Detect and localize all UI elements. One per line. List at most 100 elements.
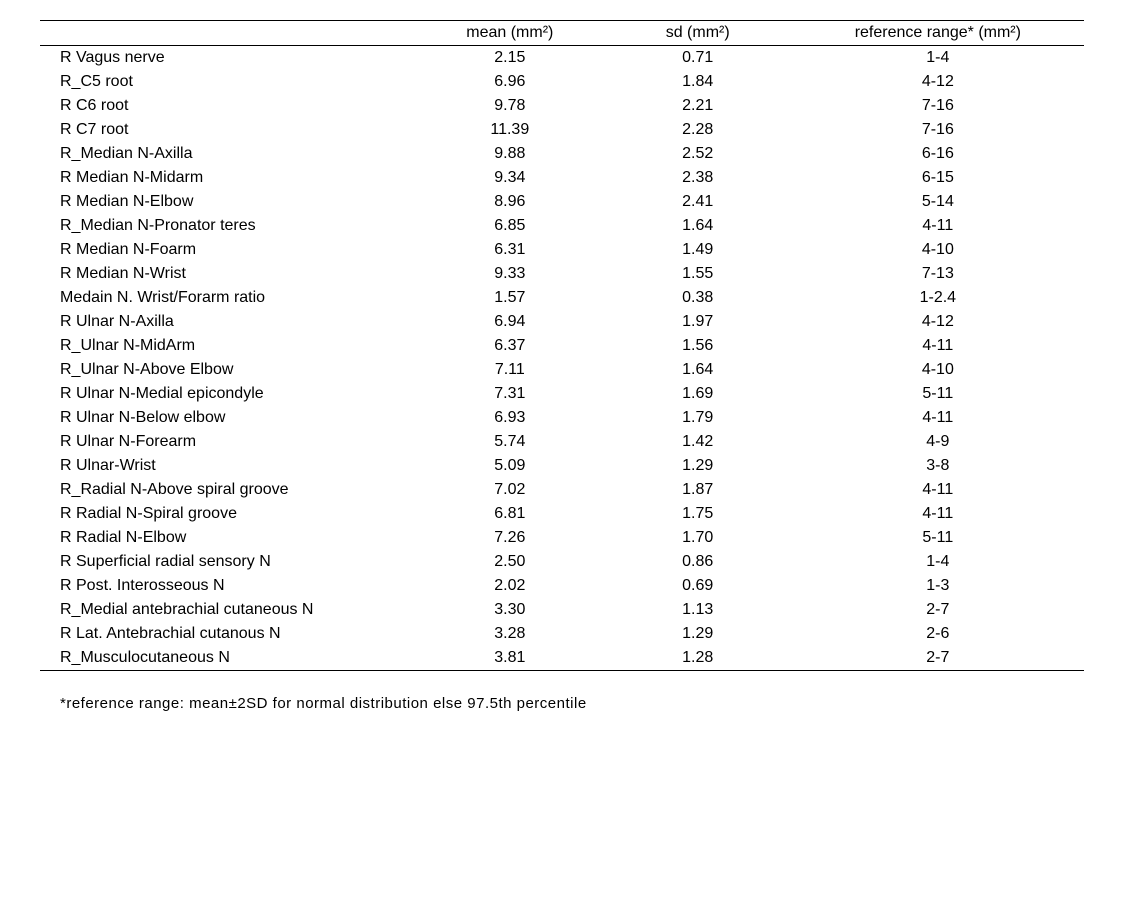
cell-name: R_Medial antebrachial cutaneous N <box>40 598 416 622</box>
cell-sd: 2.38 <box>604 166 792 190</box>
table-row: Medain N. Wrist/Forarm ratio1.570.381-2.… <box>40 286 1084 310</box>
cell-name: R_Median N-Pronator teres <box>40 214 416 238</box>
table-row: R Ulnar N-Axilla6.941.974-12 <box>40 310 1084 334</box>
cell-sd: 1.75 <box>604 502 792 526</box>
cell-mean: 9.33 <box>416 262 604 286</box>
cell-name: R C7 root <box>40 118 416 142</box>
cell-ref: 4-12 <box>792 310 1084 334</box>
cell-ref: 1-4 <box>792 46 1084 71</box>
cell-mean: 2.02 <box>416 574 604 598</box>
cell-ref: 1-2.4 <box>792 286 1084 310</box>
cell-sd: 2.21 <box>604 94 792 118</box>
cell-name: R Ulnar-Wrist <box>40 454 416 478</box>
table-row: R Ulnar N-Below elbow6.931.794-11 <box>40 406 1084 430</box>
cell-ref: 3-8 <box>792 454 1084 478</box>
cell-ref: 4-10 <box>792 358 1084 382</box>
cell-ref: 1-4 <box>792 550 1084 574</box>
cell-ref: 2-7 <box>792 646 1084 671</box>
cell-ref: 1-3 <box>792 574 1084 598</box>
cell-ref: 7-16 <box>792 94 1084 118</box>
cell-sd: 1.84 <box>604 70 792 94</box>
cell-sd: 0.38 <box>604 286 792 310</box>
cell-ref: 4-11 <box>792 406 1084 430</box>
header-mean: mean (mm²) <box>416 21 604 46</box>
cell-mean: 6.31 <box>416 238 604 262</box>
cell-mean: 8.96 <box>416 190 604 214</box>
cell-name: R_Ulnar N-MidArm <box>40 334 416 358</box>
table-row: R C7 root11.392.287-16 <box>40 118 1084 142</box>
table-row: R_Ulnar N-MidArm6.371.564-11 <box>40 334 1084 358</box>
cell-name: R Median N-Foarm <box>40 238 416 262</box>
cell-name: R Lat. Antebrachial cutanous N <box>40 622 416 646</box>
cell-mean: 9.34 <box>416 166 604 190</box>
cell-name: R_Ulnar N-Above Elbow <box>40 358 416 382</box>
cell-sd: 1.64 <box>604 214 792 238</box>
cell-mean: 5.09 <box>416 454 604 478</box>
table-row: R Ulnar N-Medial epicondyle7.311.695-11 <box>40 382 1084 406</box>
cell-mean: 2.50 <box>416 550 604 574</box>
cell-sd: 1.13 <box>604 598 792 622</box>
table-row: R_Median N-Pronator teres6.851.644-11 <box>40 214 1084 238</box>
cell-sd: 1.49 <box>604 238 792 262</box>
table-row: R Median N-Wrist9.331.557-13 <box>40 262 1084 286</box>
cell-sd: 0.71 <box>604 46 792 71</box>
cell-name: R Ulnar N-Medial epicondyle <box>40 382 416 406</box>
cell-sd: 1.42 <box>604 430 792 454</box>
cell-ref: 4-11 <box>792 502 1084 526</box>
cell-sd: 1.55 <box>604 262 792 286</box>
cell-name: R_C5 root <box>40 70 416 94</box>
cell-mean: 3.81 <box>416 646 604 671</box>
cell-sd: 1.87 <box>604 478 792 502</box>
table-row: R Ulnar-Wrist5.091.293-8 <box>40 454 1084 478</box>
cell-name: R_Median N-Axilla <box>40 142 416 166</box>
table-row: R Median N-Elbow8.962.415-14 <box>40 190 1084 214</box>
cell-mean: 9.78 <box>416 94 604 118</box>
cell-ref: 4-12 <box>792 70 1084 94</box>
cell-name: R Ulnar N-Axilla <box>40 310 416 334</box>
table-row: R Radial N-Elbow7.261.705-11 <box>40 526 1084 550</box>
cell-sd: 1.28 <box>604 646 792 671</box>
cell-name: R Superficial radial sensory N <box>40 550 416 574</box>
nerve-reference-table: mean (mm²) sd (mm²) reference range* (mm… <box>40 20 1084 671</box>
header-name <box>40 21 416 46</box>
cell-sd: 1.70 <box>604 526 792 550</box>
cell-mean: 6.94 <box>416 310 604 334</box>
footnote: *reference range: mean±2SD for normal di… <box>40 695 1084 712</box>
cell-mean: 3.28 <box>416 622 604 646</box>
cell-name: Medain N. Wrist/Forarm ratio <box>40 286 416 310</box>
table-row: R Radial N-Spiral groove6.811.754-11 <box>40 502 1084 526</box>
table-row: R_Ulnar N-Above Elbow7.111.644-10 <box>40 358 1084 382</box>
cell-sd: 2.41 <box>604 190 792 214</box>
cell-ref: 4-10 <box>792 238 1084 262</box>
cell-ref: 4-11 <box>792 214 1084 238</box>
table-row: R Ulnar N-Forearm5.741.424-9 <box>40 430 1084 454</box>
cell-ref: 6-15 <box>792 166 1084 190</box>
cell-mean: 6.96 <box>416 70 604 94</box>
cell-name: R Ulnar N-Below elbow <box>40 406 416 430</box>
table-row: R Superficial radial sensory N2.500.861-… <box>40 550 1084 574</box>
cell-name: R Post. Interosseous N <box>40 574 416 598</box>
cell-sd: 1.29 <box>604 622 792 646</box>
table-row: R_Radial N-Above spiral groove7.021.874-… <box>40 478 1084 502</box>
cell-name: R C6 root <box>40 94 416 118</box>
table-row: R_Musculocutaneous N3.811.282-7 <box>40 646 1084 671</box>
cell-mean: 2.15 <box>416 46 604 71</box>
cell-mean: 7.26 <box>416 526 604 550</box>
cell-sd: 1.29 <box>604 454 792 478</box>
cell-mean: 11.39 <box>416 118 604 142</box>
cell-ref: 4-11 <box>792 334 1084 358</box>
header-sd: sd (mm²) <box>604 21 792 46</box>
table-row: R_Medial antebrachial cutaneous N3.301.1… <box>40 598 1084 622</box>
cell-name: R Median N-Elbow <box>40 190 416 214</box>
cell-ref: 5-11 <box>792 526 1084 550</box>
cell-sd: 1.69 <box>604 382 792 406</box>
cell-ref: 7-13 <box>792 262 1084 286</box>
cell-ref: 7-16 <box>792 118 1084 142</box>
cell-mean: 3.30 <box>416 598 604 622</box>
cell-name: R_Musculocutaneous N <box>40 646 416 671</box>
cell-mean: 6.37 <box>416 334 604 358</box>
cell-sd: 1.64 <box>604 358 792 382</box>
cell-mean: 6.93 <box>416 406 604 430</box>
table-row: R Median N-Midarm9.342.386-15 <box>40 166 1084 190</box>
cell-mean: 6.81 <box>416 502 604 526</box>
